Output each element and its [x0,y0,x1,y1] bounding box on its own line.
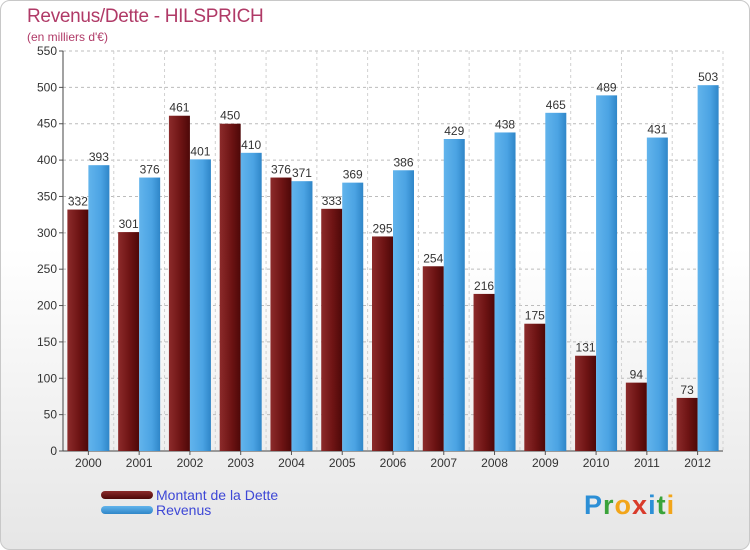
chart-subtitle: (en milliers d'€) [27,30,108,44]
y-tick-label: 150 [37,335,57,349]
y-tick-label: 100 [37,371,57,385]
chart-title: Revenus/Dette - HILSPRICH [27,6,264,27]
bar-dette [168,115,190,452]
y-tick-label: 200 [37,299,57,313]
data-label: 216 [474,279,494,293]
logo-letter-6: i [666,490,676,520]
x-tick-label: 2000 [75,456,102,470]
data-label: 295 [372,221,392,235]
data-label: 489 [597,80,617,94]
x-tick-label: 2011 [634,456,660,470]
x-tick-label: 2012 [684,456,711,470]
legend-swatch-revenus [101,506,153,514]
x-tick-label: 2009 [532,456,559,470]
y-tick-label: 550 [37,44,57,58]
data-label: 73 [680,383,694,397]
bar-dette [219,123,241,452]
logo-letter-3: x [632,490,649,520]
x-tick-label: 2001 [126,456,153,470]
x-tick-label: 2004 [278,456,305,470]
x-tick-label: 2008 [481,456,508,470]
bar-revenus [697,85,719,451]
logo-letter-4: i [648,490,657,520]
bar-revenus [240,152,262,451]
x-tick-label: 2010 [583,456,610,470]
bar-revenus [596,95,618,451]
y-tick-label: 50 [44,408,58,422]
data-label: 450 [220,109,240,123]
proxiti-logo: Proxiti [584,490,675,521]
y-tick-label: 400 [37,153,57,167]
bar-dette [321,208,343,451]
data-label: 131 [576,341,596,355]
x-tick-label: 2007 [430,456,457,470]
bar-revenus [139,177,161,451]
legend-label-revenus: Revenus [156,502,212,518]
bar-dette [676,397,698,451]
data-label: 371 [292,166,312,180]
logo-letter-2: o [614,490,633,520]
bar-dette [524,323,546,451]
data-label: 393 [89,150,109,164]
data-label: 429 [444,124,464,138]
bar-revenus [88,165,110,451]
bar-dette [270,177,292,451]
bar-dette [422,266,444,451]
y-tick-label: 500 [37,80,57,94]
x-tick-label: 2005 [329,456,356,470]
logo-letter-0: P [584,490,604,520]
bar-revenus [189,159,211,451]
legend-swatch-debt [101,491,153,499]
data-label: 431 [647,123,667,137]
data-label: 254 [423,251,443,265]
data-label: 503 [698,70,718,84]
bar-revenus [291,181,313,451]
bar-revenus [393,170,414,452]
bar-dette [372,236,393,451]
logo-letter-5: t [656,490,667,520]
data-label: 369 [343,168,363,182]
x-tick-label: 2002 [177,456,204,470]
data-label: 333 [322,194,342,208]
data-label: 376 [140,163,160,177]
x-tick-label: 2003 [227,456,254,470]
data-label: 301 [119,217,139,231]
data-label: 175 [525,309,545,323]
bar-dette [473,293,495,451]
legend-label-debt: Montant de la Dette [156,487,279,503]
data-label: 94 [630,368,644,382]
y-tick-label: 0 [50,444,57,458]
data-label: 376 [271,163,291,177]
data-label: 401 [190,144,210,158]
data-label: 465 [546,98,566,112]
y-tick-label: 250 [37,262,57,276]
bar-dette [67,209,89,451]
data-label: 410 [241,138,261,152]
x-tick-label: 2006 [380,456,407,470]
bar-dette [625,382,647,451]
bar-dette [118,232,140,451]
bar-revenus [494,132,516,452]
y-tick-label: 300 [37,226,57,240]
y-tick-label: 450 [37,117,57,131]
bar-revenus [545,112,567,452]
data-label: 438 [495,117,515,131]
bar-dette [575,355,597,451]
data-label: 332 [68,195,88,209]
y-tick-label: 350 [37,189,57,203]
logo-letter-1: r [603,490,615,520]
bar-revenus [646,137,668,451]
data-label: 461 [169,101,189,115]
data-label: 386 [393,155,413,169]
bar-revenus [443,139,465,451]
bar-revenus [342,182,364,452]
